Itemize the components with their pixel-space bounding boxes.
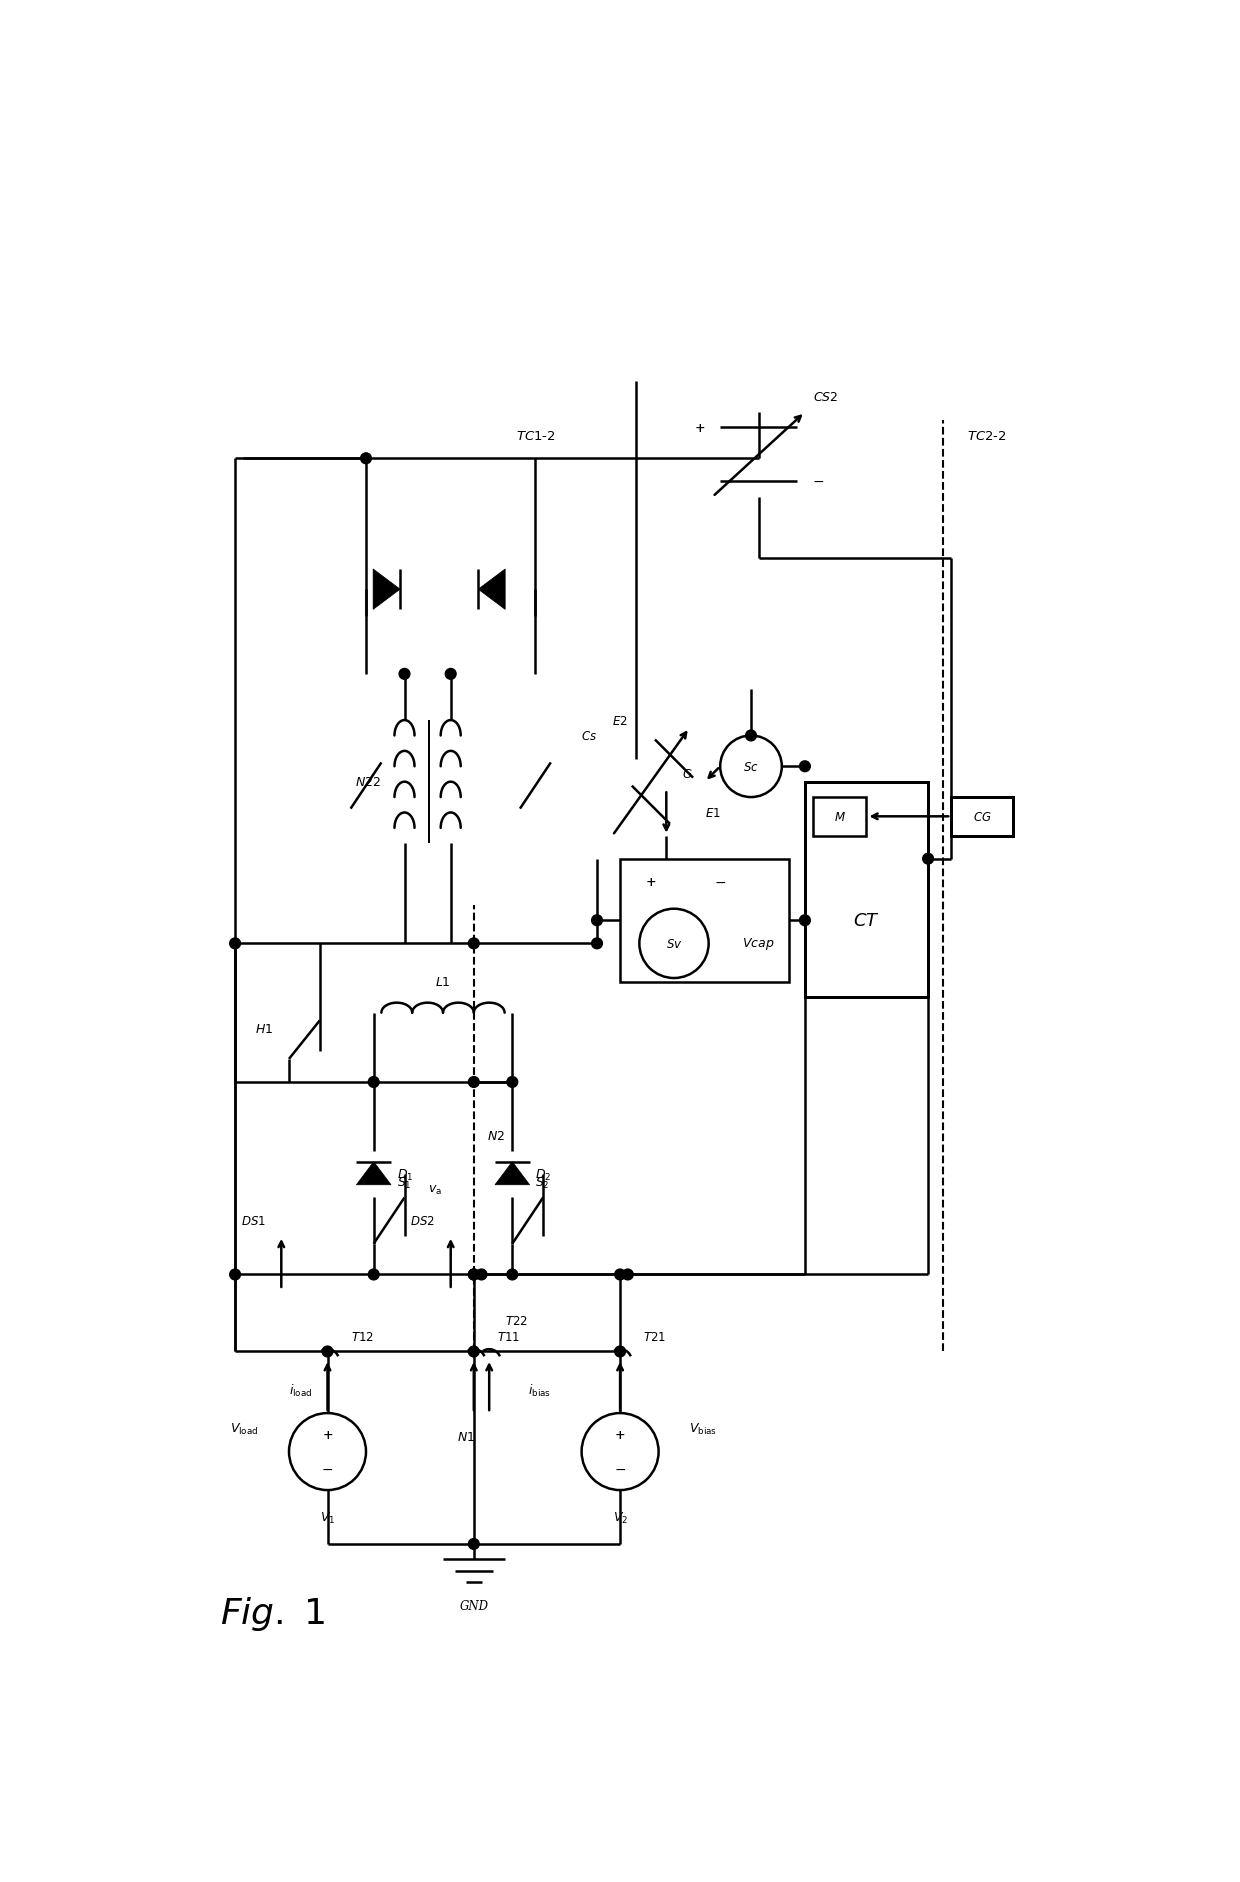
Text: $S_1$: $S_1$ (397, 1174, 412, 1189)
Circle shape (469, 1077, 479, 1088)
Text: +: + (322, 1428, 332, 1442)
Text: $T21$: $T21$ (644, 1331, 666, 1344)
Circle shape (289, 1413, 366, 1491)
Text: $CS2$: $CS2$ (812, 391, 838, 405)
Text: $v_{\rm a}$: $v_{\rm a}$ (428, 1184, 443, 1197)
Circle shape (469, 939, 479, 949)
Text: $TC1\text{-}2$: $TC1\text{-}2$ (516, 429, 556, 442)
Polygon shape (356, 1161, 391, 1186)
Text: $Sc$: $Sc$ (743, 760, 759, 774)
Circle shape (469, 1539, 479, 1549)
Text: $T12$: $T12$ (351, 1331, 373, 1344)
Text: +: + (646, 875, 656, 888)
Text: $V_{\rm bias}$: $V_{\rm bias}$ (689, 1421, 718, 1436)
Text: $E1$: $E1$ (704, 807, 720, 819)
Circle shape (923, 854, 934, 864)
Text: $G$: $G$ (682, 768, 692, 781)
Bar (620, 860, 790, 982)
Circle shape (640, 909, 708, 979)
Text: $N22$: $N22$ (356, 775, 382, 789)
Text: $CT$: $CT$ (853, 911, 880, 930)
Polygon shape (495, 1161, 529, 1186)
Text: $L1$: $L1$ (435, 977, 451, 988)
Text: $Sv$: $Sv$ (666, 937, 682, 950)
Text: $TC2\text{-}2$: $TC2\text{-}2$ (967, 429, 1007, 442)
Text: −: − (714, 875, 725, 890)
Circle shape (469, 1346, 479, 1357)
Text: $CG$: $CG$ (972, 811, 991, 824)
Polygon shape (479, 570, 505, 610)
Text: +: + (615, 1428, 625, 1442)
Circle shape (591, 939, 603, 949)
Circle shape (368, 1077, 379, 1088)
Text: $E2$: $E2$ (613, 713, 627, 726)
Circle shape (800, 915, 810, 926)
Text: +: + (694, 422, 704, 435)
Text: $Vcap$: $Vcap$ (742, 935, 774, 952)
Bar (805, 783, 928, 997)
Circle shape (229, 939, 241, 949)
Circle shape (322, 1346, 332, 1357)
Text: −: − (321, 1462, 334, 1475)
Circle shape (582, 1413, 658, 1491)
Text: $Cs$: $Cs$ (580, 730, 596, 743)
Text: $T11$: $T11$ (497, 1331, 520, 1344)
Text: $H1$: $H1$ (255, 1022, 274, 1035)
Circle shape (368, 1268, 379, 1280)
Text: $N1$: $N1$ (458, 1430, 475, 1443)
Bar (951, 798, 1013, 836)
Circle shape (720, 736, 781, 798)
Circle shape (800, 762, 810, 772)
Circle shape (591, 915, 603, 926)
Text: $D_2$: $D_2$ (536, 1167, 552, 1182)
Text: $i_{\rm load}$: $i_{\rm load}$ (289, 1381, 312, 1398)
Text: $DS1$: $DS1$ (241, 1214, 265, 1227)
Circle shape (615, 1346, 625, 1357)
Text: −: − (614, 1462, 626, 1475)
Circle shape (229, 1268, 241, 1280)
Text: −: − (812, 474, 825, 489)
Circle shape (469, 1268, 479, 1280)
Circle shape (476, 1268, 487, 1280)
Text: $S_2$: $S_2$ (536, 1174, 551, 1189)
Text: $V_1$: $V_1$ (320, 1509, 335, 1524)
Text: $T22$: $T22$ (505, 1314, 528, 1327)
Circle shape (507, 1077, 517, 1088)
Polygon shape (373, 570, 401, 610)
Circle shape (615, 1268, 625, 1280)
Circle shape (399, 670, 410, 679)
Text: $V_{\rm load}$: $V_{\rm load}$ (229, 1421, 258, 1436)
Circle shape (361, 454, 372, 465)
Circle shape (445, 670, 456, 679)
Circle shape (745, 730, 756, 742)
Text: $V_2$: $V_2$ (613, 1509, 627, 1524)
Circle shape (469, 1268, 479, 1280)
Text: $i_{\rm bias}$: $i_{\rm bias}$ (528, 1381, 551, 1398)
Bar (812, 798, 867, 836)
Text: GND: GND (459, 1600, 489, 1613)
Text: $M$: $M$ (833, 811, 846, 824)
Text: $Fig.\ 1$: $Fig.\ 1$ (219, 1594, 325, 1632)
Text: $N2$: $N2$ (486, 1129, 505, 1142)
Text: $D_1$: $D_1$ (397, 1167, 413, 1182)
Circle shape (507, 1268, 517, 1280)
Circle shape (622, 1268, 634, 1280)
Text: $DS2$: $DS2$ (410, 1214, 435, 1227)
